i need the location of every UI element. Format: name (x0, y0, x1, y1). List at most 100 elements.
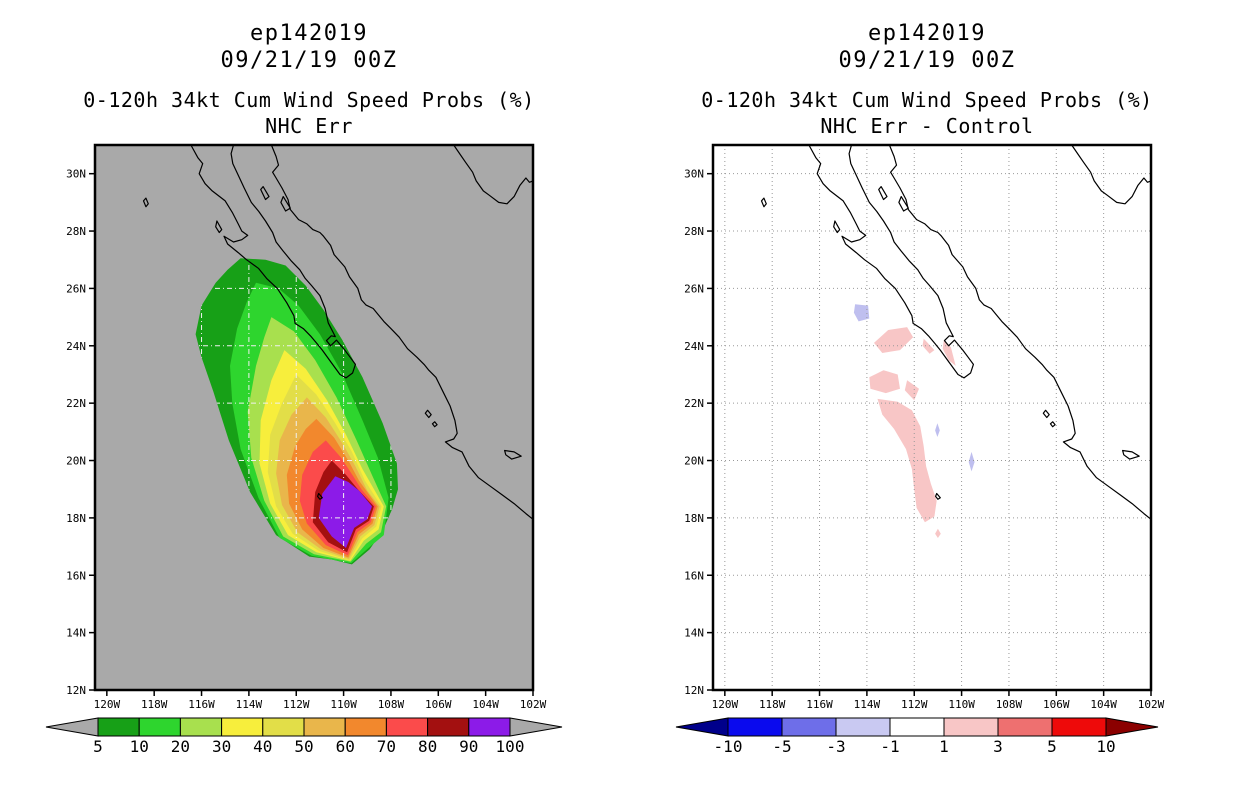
lon-tick-label: 114W (236, 698, 263, 711)
lat-tick-label: 26N (684, 282, 704, 295)
lat-tick-label: 20N (684, 455, 704, 468)
map-frame (93, 143, 535, 692)
lon-tick-label: 108W (996, 698, 1023, 711)
anomaly-patches (853, 304, 975, 538)
variant-title: NHC Err - Control (820, 114, 1034, 138)
colorbar-segment (262, 717, 305, 737)
lat-tick-label: 22N (684, 397, 704, 410)
colorbar-segment (427, 717, 470, 737)
islas-marias-south (1049, 421, 1056, 428)
lon-tick-label: 112W (901, 698, 928, 711)
colorbar-segment (727, 717, 783, 737)
colorbar-label: 30 (212, 737, 231, 756)
colorbar: 5 10 20 30 40 50 60 70 80 90 100 (45, 717, 563, 756)
axis-ticks: 30N 28N 26N 24N 22N 20N 18N 16N 14N 12N 120W 118W 11… (684, 168, 1164, 711)
lat-tick-label: 18N (66, 512, 86, 525)
lon-tick-label: 118W (141, 698, 168, 711)
left-panel: ep142019 09/21/19 00Z 0-120h 34kt Cum Wi… (45, 21, 563, 756)
lat-tick-label: 24N (684, 340, 704, 353)
colorbar-segment (344, 717, 387, 737)
lon-tick-label: 102W (1138, 698, 1165, 711)
lat-tick-label: 16N (66, 569, 86, 582)
shaded-region (935, 423, 940, 437)
shaded-region (935, 528, 941, 538)
colorbar-label: -5 (772, 737, 791, 756)
lon-tick-label: 102W (520, 698, 547, 711)
lon-tick-label: 106W (1043, 698, 1070, 711)
mainland-mexico (270, 144, 534, 520)
map-frame (711, 143, 1153, 692)
us-mexico-border-rio-grande (1071, 144, 1152, 205)
isla-socorro (935, 492, 941, 500)
lon-tick-label: 104W (472, 698, 499, 711)
lon-tick-label: 120W (94, 698, 121, 711)
shaded-region (968, 451, 975, 472)
colorbar-label: 50 (294, 737, 313, 756)
wind-probability-map: 30N 28N 26N 24N 22N 20N 18N 16N 14N 12N 120W 118W 11… (45, 143, 563, 756)
colorbar-label: 5 (93, 737, 103, 756)
baja-california-peninsula (190, 144, 356, 379)
colorbar-arrow-left (675, 717, 729, 737)
init-time-title: 09/21/19 00Z (220, 48, 398, 73)
lat-tick-label: 26N (66, 282, 86, 295)
colorbar-segment (385, 717, 429, 737)
lon-tick-label: 120W (712, 698, 739, 711)
colorbar-segment (97, 717, 140, 737)
lake-chapala (1122, 449, 1140, 460)
islas-marias (1042, 409, 1050, 419)
isla-angel-de-la-guarda (878, 186, 888, 201)
shaded-region (904, 380, 919, 401)
colorbar-label: -10 (714, 737, 743, 756)
isla-cedros (833, 220, 841, 234)
product-title: 0-120h 34kt Cum Wind Speed Probs (%) (83, 88, 535, 112)
colorbar-label: 90 (459, 737, 478, 756)
shaded-region (869, 370, 900, 394)
isla-tiburon (280, 196, 291, 212)
colorbar-label: 3 (993, 737, 1003, 756)
colorbar-segment (889, 717, 945, 737)
colorbar-label: 10 (1096, 737, 1115, 756)
colorbar-arrow-right (1105, 717, 1159, 737)
product-title: 0-120h 34kt Cum Wind Speed Probs (%) (701, 88, 1153, 112)
colorbar-segment (138, 717, 181, 737)
colorbar-segment (1051, 717, 1107, 737)
colorbar-label: 20 (171, 737, 190, 756)
lon-tick-label: 116W (806, 698, 833, 711)
shaded-region (853, 304, 870, 322)
storm-id-title: ep142019 (250, 21, 368, 46)
colorbar-segment (943, 717, 999, 737)
isla-guadalupe (760, 197, 767, 208)
axis-ticks: 30N 28N 26N 24N 22N 20N 18N 16N 14N 12N 120W 118W 11… (66, 168, 546, 711)
lat-tick-label: 24N (66, 340, 86, 353)
lat-tick-label: 20N (66, 455, 86, 468)
baja-california-peninsula (808, 144, 974, 379)
right-panel: ep142019 09/21/19 00Z 0-120h 34kt Cum Wi… (618, 0, 1236, 800)
colorbar-arrow-left (45, 717, 99, 737)
colorbar-label: -3 (826, 737, 845, 756)
colorbar-label: 10 (130, 737, 149, 756)
lat-tick-label: 18N (684, 512, 704, 525)
colorbar-segment (835, 717, 891, 737)
shaded-region (942, 340, 956, 366)
colorbar-segment (468, 717, 511, 737)
lat-tick-label: 14N (66, 627, 86, 640)
shaded-region (922, 338, 935, 354)
lon-tick-label: 106W (425, 698, 452, 711)
lake-chapala (504, 449, 522, 460)
lat-tick-label: 22N (66, 397, 86, 410)
lat-tick-label: 12N (66, 684, 86, 697)
colorbar-segment (997, 717, 1053, 737)
coastlines (142, 144, 534, 520)
colorbar-label: 40 (253, 737, 272, 756)
colorbar-segment (781, 717, 837, 737)
shaded-region (877, 398, 937, 523)
isla-tiburon (898, 196, 909, 212)
storm-id-title: ep142019 (868, 21, 986, 46)
colorbar-label: 100 (496, 737, 525, 756)
lat-tick-label: 28N (66, 225, 86, 238)
coastlines (760, 144, 1152, 520)
map-background (713, 145, 1151, 690)
colorbar: -10 -5 -3 -1 1 3 5 10 (675, 717, 1159, 756)
